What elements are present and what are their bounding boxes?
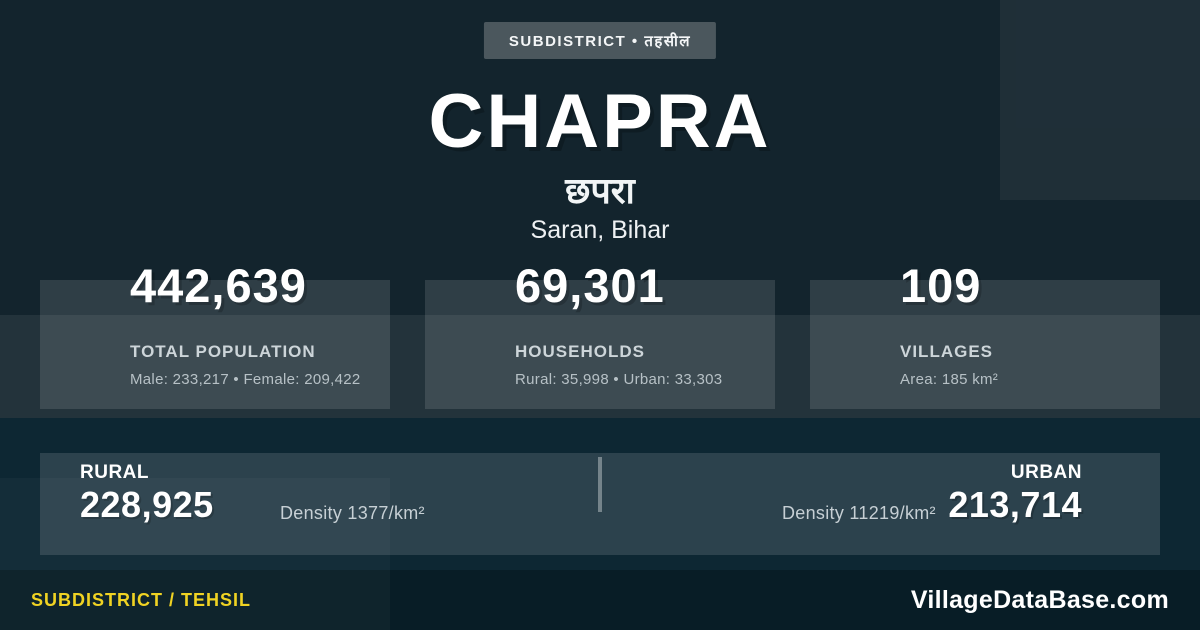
rural-urban-band	[40, 453, 1160, 555]
rural-value: 228,925	[80, 484, 214, 525]
urban-block: URBAN 213,714	[948, 462, 1082, 524]
split-divider	[598, 457, 602, 512]
footer-type-label: SUBDISTRICT / TEHSIL	[31, 589, 252, 610]
rural-density: Density 1377/km²	[280, 503, 425, 523]
type-badge-label: SUBDISTRICT • तहसील	[508, 32, 692, 50]
stat-label: HOUSEHOLDS	[515, 342, 645, 361]
stat-card-households: 69,301 HOUSEHOLDS Rural: 35,998 • Urban:…	[425, 260, 775, 409]
decorative-rect-top-right	[1000, 0, 1200, 200]
stat-detail: Male: 233,217 • Female: 209,422	[130, 371, 361, 388]
type-badge: SUBDISTRICT • तहसील	[483, 22, 717, 59]
urban-label: URBAN	[1010, 462, 1082, 483]
local-name: छपरा	[565, 170, 635, 211]
stat-label: VILLAGES	[900, 342, 994, 361]
stat-value: 69,301	[515, 259, 665, 312]
urban-value: 213,714	[948, 484, 1082, 525]
stat-label: TOTAL POPULATION	[130, 342, 316, 361]
rural-label: RURAL	[80, 462, 149, 483]
page-title: CHAPRA	[428, 79, 772, 164]
footer: SUBDISTRICT / TEHSIL VillageDataBase.com	[0, 570, 1200, 630]
stat-value: 109	[900, 259, 982, 312]
stat-detail: Area: 185 km²	[900, 371, 999, 388]
stat-card-total-population: 442,639 TOTAL POPULATION Male: 233,217 •…	[40, 260, 390, 409]
stat-value: 442,639	[130, 259, 307, 312]
region-subtitle: Saran, Bihar	[530, 216, 670, 244]
stat-card-villages: 109 VILLAGES Area: 185 km²	[810, 260, 1160, 409]
decorative-mid-band	[0, 315, 1200, 418]
rural-block: RURAL 228,925	[80, 462, 214, 524]
urban-density: Density 11219/km²	[782, 503, 936, 523]
footer-brand-link[interactable]: VillageDataBase.com	[910, 585, 1169, 614]
stat-detail: Rural: 35,998 • Urban: 33,303	[515, 371, 723, 388]
